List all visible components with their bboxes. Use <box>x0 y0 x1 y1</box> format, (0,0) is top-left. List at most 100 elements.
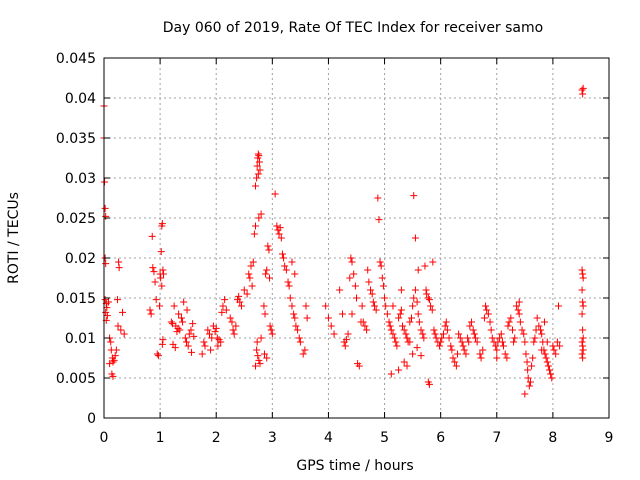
data-point <box>439 330 447 338</box>
chart-title: Day 060 of 2019, Rate Of TEC Index for r… <box>163 20 543 36</box>
data-point <box>530 338 538 346</box>
data-point <box>351 282 359 290</box>
data-point <box>180 298 188 306</box>
data-point <box>429 258 437 266</box>
data-point <box>413 344 421 352</box>
data-point <box>253 346 261 354</box>
y-axis-label: ROTI / TECUs <box>6 192 22 284</box>
data-point <box>221 296 229 304</box>
data-point <box>449 354 457 362</box>
data-point <box>245 270 253 278</box>
data-point <box>260 302 268 310</box>
data-point <box>399 322 407 330</box>
data-point <box>273 222 281 230</box>
data-point <box>470 330 478 338</box>
data-point <box>520 330 528 338</box>
data-point <box>158 220 166 228</box>
data-point <box>579 342 587 350</box>
data-point <box>487 326 495 334</box>
data-point <box>406 318 414 326</box>
data-point <box>400 326 408 334</box>
data-point <box>109 372 117 380</box>
data-point <box>357 318 365 326</box>
data-point <box>278 250 286 258</box>
data-point <box>110 356 118 364</box>
data-point <box>200 338 208 346</box>
data-point <box>515 298 523 306</box>
data-point <box>462 350 470 358</box>
y-tick-label: 0.01 <box>65 331 96 347</box>
data-point <box>229 326 237 334</box>
data-point <box>249 258 257 266</box>
data-point <box>468 318 476 326</box>
data-point <box>452 362 460 370</box>
data-point <box>579 90 587 98</box>
data-point <box>213 334 221 342</box>
data-point <box>232 322 240 330</box>
data-point <box>159 336 167 344</box>
data-point <box>411 286 419 294</box>
data-point <box>543 358 551 366</box>
data-point <box>425 380 433 388</box>
y-tick-label: 0.025 <box>56 211 96 227</box>
data-point <box>397 306 405 314</box>
data-point <box>175 310 183 318</box>
data-point <box>212 324 220 332</box>
data-point <box>521 390 529 398</box>
data-point <box>228 318 236 326</box>
data-point <box>265 246 273 254</box>
data-point <box>271 190 279 198</box>
data-point <box>477 354 485 362</box>
data-point <box>281 262 289 270</box>
data-point <box>413 298 421 306</box>
data-point <box>492 342 500 350</box>
data-point <box>372 306 380 314</box>
data-point <box>383 310 391 318</box>
data-point <box>579 84 587 92</box>
data-point <box>382 302 390 310</box>
data-point <box>324 314 332 322</box>
data-point <box>420 334 428 342</box>
data-point <box>365 278 373 286</box>
data-point <box>159 266 167 274</box>
data-point <box>103 312 111 320</box>
data-point <box>389 330 397 338</box>
data-point <box>542 354 550 362</box>
data-point <box>254 150 262 158</box>
data-point <box>355 362 363 370</box>
data-point <box>102 260 110 268</box>
data-point <box>525 382 533 390</box>
data-point <box>190 332 198 340</box>
x-tick-label: 7 <box>492 430 501 446</box>
data-point <box>392 338 400 346</box>
data-point <box>284 278 292 286</box>
data-point <box>156 302 164 310</box>
data-point <box>102 212 110 220</box>
data-point <box>469 326 477 334</box>
data-point <box>247 262 255 270</box>
data-point <box>524 366 532 374</box>
data-point <box>486 318 494 326</box>
data-point <box>515 310 523 318</box>
data-point <box>480 314 488 322</box>
data-point <box>104 298 112 306</box>
data-point <box>501 350 509 358</box>
data-point <box>533 314 541 322</box>
data-point <box>183 306 191 314</box>
data-point <box>292 322 300 330</box>
data-point <box>252 222 259 230</box>
data-point <box>488 334 496 342</box>
data-point <box>296 338 304 346</box>
data-point <box>112 346 120 354</box>
data-point <box>248 282 256 290</box>
data-point <box>154 352 162 360</box>
data-point <box>419 330 427 338</box>
data-point <box>253 338 261 346</box>
data-point <box>341 342 349 350</box>
data-point <box>211 328 219 336</box>
data-point <box>327 322 335 330</box>
data-point <box>159 270 167 278</box>
data-point <box>427 302 435 310</box>
data-point <box>275 230 283 238</box>
data-point <box>158 340 166 348</box>
